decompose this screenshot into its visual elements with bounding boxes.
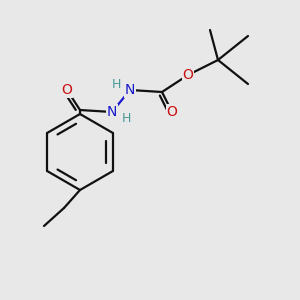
Text: H: H bbox=[121, 112, 131, 124]
Text: O: O bbox=[61, 83, 72, 97]
Text: O: O bbox=[183, 68, 194, 82]
Text: O: O bbox=[167, 105, 177, 119]
Text: H: H bbox=[111, 77, 121, 91]
Text: N: N bbox=[125, 83, 135, 97]
Text: N: N bbox=[107, 105, 117, 119]
